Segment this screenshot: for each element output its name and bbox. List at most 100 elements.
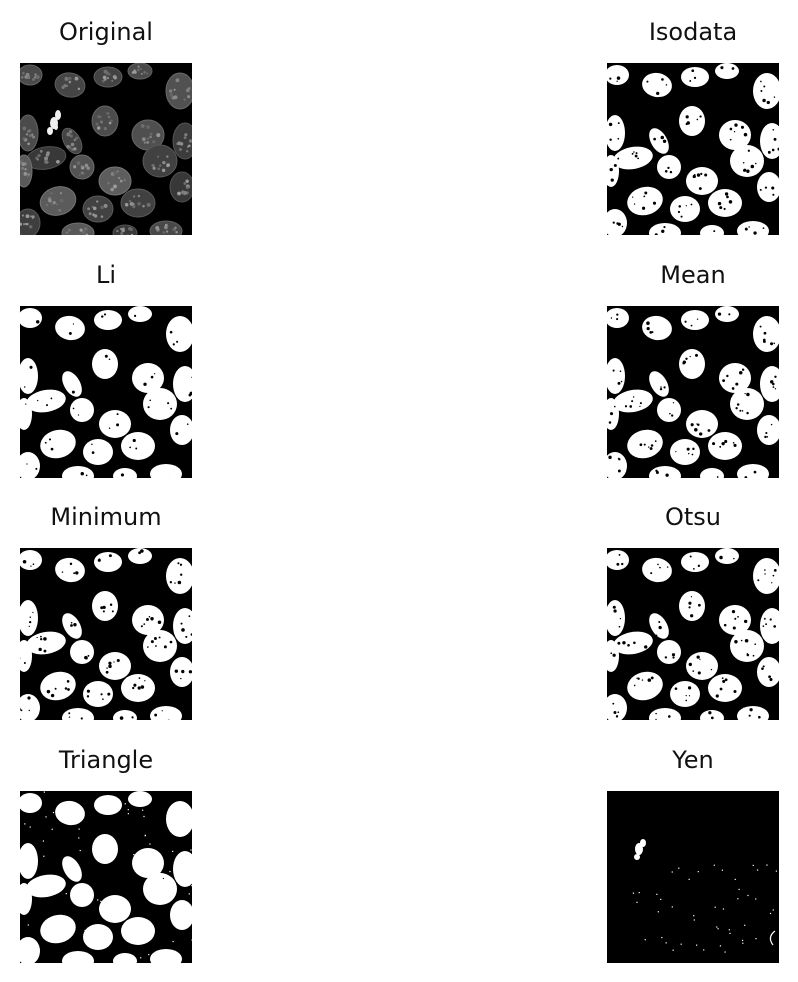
- nucleus-hole: [654, 440, 657, 442]
- nucleus-texture: [45, 203, 49, 207]
- nucleus-hole: [765, 431, 768, 435]
- nucleus-hole: [54, 687, 57, 690]
- nucleus-hole: [109, 603, 113, 606]
- speck: [190, 849, 192, 851]
- nucleus-hole: [167, 402, 170, 405]
- nucleus-texture: [132, 204, 136, 209]
- speck: [693, 919, 695, 921]
- nucleus-hole: [636, 677, 638, 679]
- nucleus-hole: [665, 84, 668, 86]
- nucleus-texture: [96, 200, 99, 203]
- nucleus-hole: [731, 387, 735, 390]
- nucleus-texture: [70, 142, 75, 147]
- nucleus-hole: [773, 568, 777, 572]
- nucleus-texture: [24, 161, 27, 164]
- nucleus-hole: [749, 708, 753, 712]
- nucleus-blob: [730, 145, 764, 177]
- nucleus-texture: [141, 137, 146, 142]
- nucleus-texture: [142, 204, 145, 208]
- nucleus-texture: [45, 153, 50, 157]
- speck: [772, 909, 774, 911]
- nucleus-hole: [685, 694, 687, 697]
- speck: [78, 828, 80, 830]
- nucleus-hole: [61, 571, 64, 573]
- nucleus-hole: [747, 149, 750, 152]
- nucleus-blob: [92, 349, 118, 379]
- nucleus: [20, 114, 39, 152]
- nucleus-hole: [143, 382, 147, 386]
- nucleus-texture: [35, 75, 40, 80]
- nucleus-blob: [113, 710, 137, 720]
- nucleus-texture: [21, 76, 24, 79]
- nucleus-texture: [48, 198, 52, 203]
- nucleus-hole: [618, 458, 621, 461]
- nucleus-blob: [607, 452, 627, 478]
- nucleus-texture: [26, 75, 31, 80]
- nucleus-hole: [36, 636, 38, 639]
- nucleus-hole: [75, 571, 79, 575]
- nucleus-texture: [26, 222, 29, 226]
- nucleus-texture: [177, 191, 181, 196]
- nucleus-hole: [37, 399, 39, 402]
- nucleus-hole: [742, 161, 745, 164]
- nucleus-texture: [24, 168, 27, 171]
- bright-nucleus: [55, 110, 61, 120]
- speck: [693, 915, 695, 917]
- nucleus-blob: [670, 439, 700, 465]
- nucleus-hole: [639, 402, 642, 405]
- nucleus-hole: [771, 148, 775, 152]
- nucleus-hole: [659, 566, 661, 569]
- nucleus-hole: [669, 412, 671, 415]
- nucleus-texture: [34, 73, 37, 76]
- nucleus-hole: [620, 380, 623, 383]
- nucleus-texture: [128, 199, 132, 203]
- nucleus: [20, 64, 43, 86]
- nucleus-texture: [37, 153, 41, 158]
- nucleus-texture: [27, 173, 30, 176]
- nucleus-blob: [150, 706, 182, 720]
- nucleus-texture: [44, 156, 49, 161]
- nucleus-hole: [102, 610, 105, 613]
- nucleus-texture: [58, 209, 62, 212]
- nucleus-hole: [176, 340, 179, 343]
- speck: [181, 876, 183, 879]
- nucleus-blob: [170, 415, 192, 445]
- nucleus-hole: [85, 474, 88, 477]
- nucleus-hole: [612, 221, 615, 224]
- nucleus-hole: [133, 314, 137, 318]
- nucleus-hole: [699, 658, 701, 661]
- nucleus-hole: [20, 707, 21, 711]
- nucleus-blob: [92, 591, 118, 621]
- nucleus-hole: [733, 690, 737, 694]
- nucleus-texture: [81, 230, 86, 235]
- nucleus-blob: [649, 466, 681, 478]
- nucleus-hole: [20, 709, 23, 712]
- nucleus-hole: [621, 225, 624, 228]
- speck: [665, 942, 667, 944]
- mean-image: [607, 306, 779, 478]
- nucleus-hole: [688, 601, 692, 605]
- speck: [100, 900, 102, 902]
- speck: [644, 939, 646, 941]
- nucleus-hole: [772, 128, 775, 131]
- nucleus-hole: [724, 678, 728, 682]
- nucleus-hole: [644, 645, 648, 649]
- speck: [656, 893, 658, 895]
- nucleus-hole: [697, 671, 701, 675]
- nucleus-hole: [773, 96, 776, 98]
- speck: [149, 843, 151, 845]
- nucleus-hole: [688, 662, 692, 667]
- nucleus: [127, 63, 153, 80]
- nucleus-hole: [660, 386, 662, 388]
- nucleus-hole: [764, 435, 767, 439]
- nucleus-texture: [62, 85, 65, 88]
- nucleus-hole: [716, 476, 719, 478]
- nucleus-texture: [113, 184, 117, 189]
- nucleus-hole: [150, 640, 154, 644]
- nucleus-hole: [712, 442, 716, 446]
- nucleus-blob: [62, 466, 94, 478]
- nucleus-hole: [639, 405, 641, 408]
- speck: [60, 937, 62, 939]
- speck: [696, 944, 698, 946]
- nucleus-texture: [110, 187, 114, 192]
